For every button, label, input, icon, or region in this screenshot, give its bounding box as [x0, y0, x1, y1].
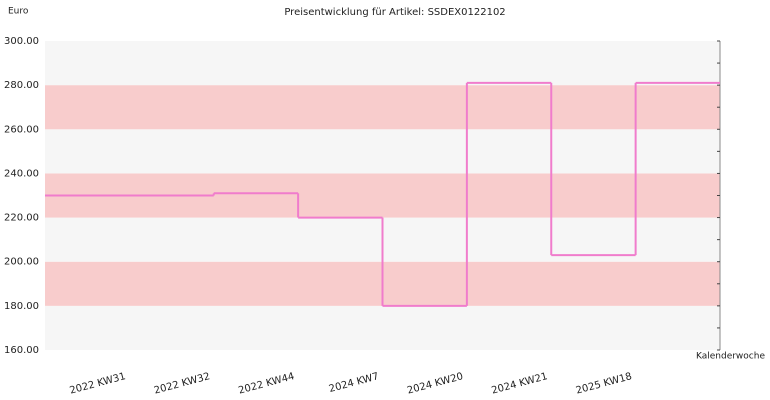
y-tick-label: 180.00 — [4, 301, 39, 312]
band — [45, 41, 720, 86]
y-tick-label: 220.00 — [4, 213, 39, 224]
y-tick-label: 160.00 — [4, 345, 39, 356]
x-tick-label: 2024 KW20 — [406, 371, 464, 396]
band — [45, 85, 720, 130]
x-tick-label: 2022 KW32 — [153, 371, 211, 396]
x-tick-label: 2024 KW7 — [328, 371, 380, 395]
y-tick-label: 260.00 — [4, 124, 39, 135]
y-tick-label: 200.00 — [4, 257, 39, 268]
chart-title: Preisentwicklung für Artikel: SSDEX01221… — [284, 7, 505, 18]
y-axis-label: Euro — [8, 7, 29, 17]
x-tick-label: 2022 KW44 — [237, 371, 295, 396]
y-tick-label: 280.00 — [4, 80, 39, 91]
x-tick-label: 2024 KW21 — [490, 371, 548, 396]
x-tick-label: 2022 KW31 — [69, 371, 127, 396]
x-tick-label: 2025 KW18 — [575, 371, 633, 396]
y-tick-label: 300.00 — [4, 36, 39, 47]
y-tick-label: 240.00 — [4, 168, 39, 179]
band — [45, 305, 720, 350]
band — [45, 129, 720, 174]
x-axis-label: Kalenderwoche — [696, 352, 765, 362]
